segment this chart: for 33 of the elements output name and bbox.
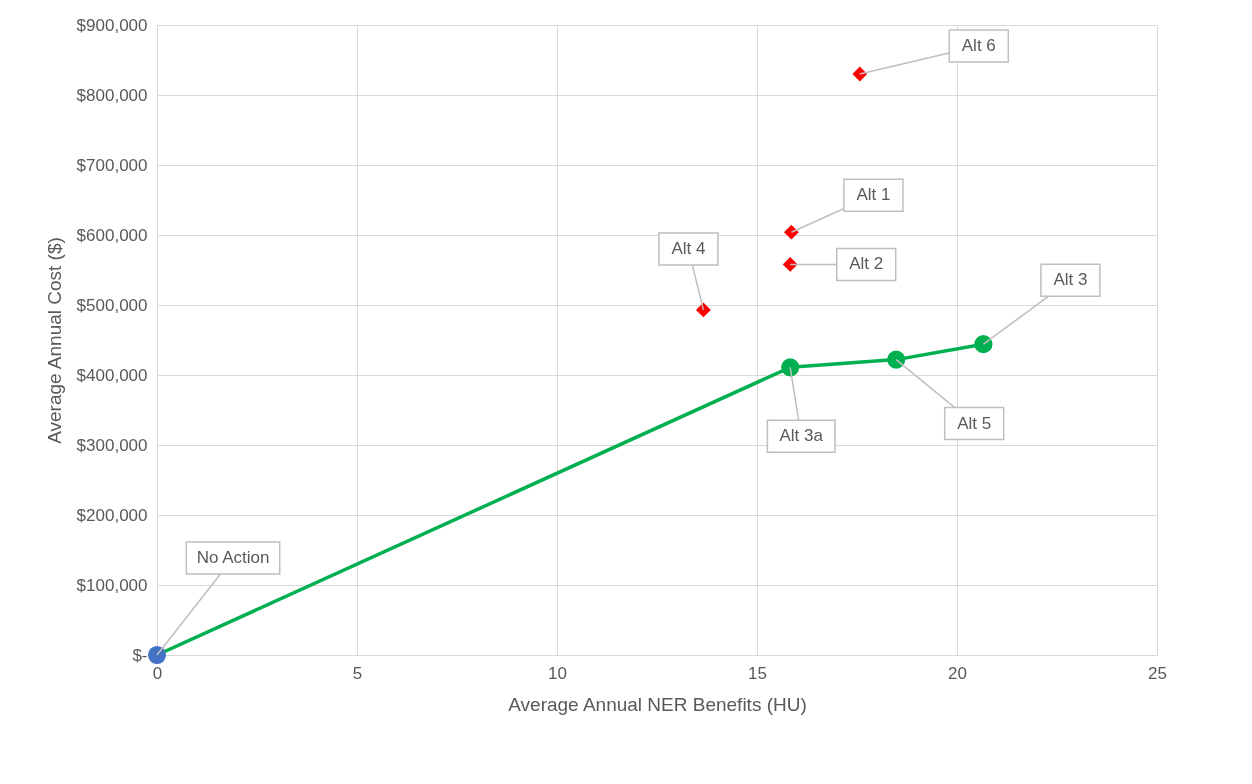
y-tick-label: $100,000 <box>76 575 148 595</box>
point <box>781 358 800 377</box>
y-tick-label: $200,000 <box>76 505 148 525</box>
annotation: Alt 4 <box>671 238 706 258</box>
point <box>887 350 906 369</box>
x-axis-title: Average Annual NER Benefits (HU) <box>508 693 807 715</box>
y-axis-title: Average Annual Cost ($) <box>43 237 65 444</box>
point <box>783 224 799 240</box>
annotation: No Action <box>196 548 270 567</box>
y-tick-label: $800,000 <box>76 85 148 105</box>
y-tick-label: $500,000 <box>76 295 148 315</box>
x-tick-label: 15 <box>748 663 767 683</box>
annotation: Alt 2 <box>849 254 884 274</box>
annotation: Alt 6 <box>961 36 996 55</box>
annotation: Alt 3 <box>1053 270 1088 290</box>
x-tick-label: 25 <box>1148 663 1167 683</box>
x-tick-label: 5 <box>352 663 363 683</box>
x-tick-label: 0 <box>152 663 163 683</box>
y-tick-label: $300,000 <box>76 435 148 455</box>
y-tick-label: $600,000 <box>76 225 148 245</box>
annotation: Alt 1 <box>856 185 891 205</box>
point <box>852 66 868 82</box>
point <box>147 645 167 665</box>
annotation: Alt 5 <box>957 413 992 433</box>
y-tick-label: $900,000 <box>76 15 148 35</box>
y-tick-label: $700,000 <box>76 155 148 175</box>
point <box>974 335 993 354</box>
y-tick-label: $400,000 <box>76 365 148 385</box>
annotation: Alt 3a <box>779 426 824 446</box>
point <box>782 256 798 272</box>
x-tick-label: 20 <box>948 663 967 683</box>
y-tick-label: $- <box>132 645 148 665</box>
x-tick-label: 10 <box>548 663 567 683</box>
